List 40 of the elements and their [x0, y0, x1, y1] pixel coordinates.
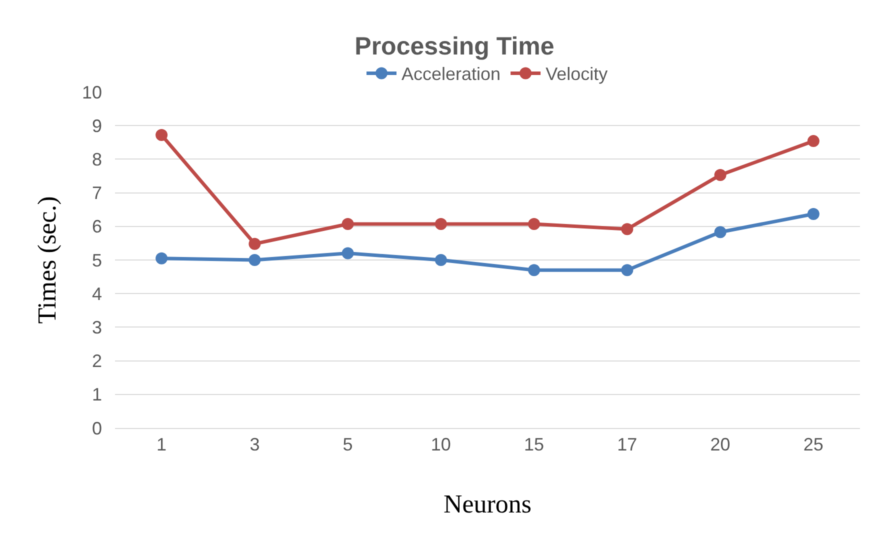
y-tick-label: 6: [92, 216, 102, 237]
y-tick-label: 5: [92, 250, 102, 270]
x-tick-label: 25: [803, 434, 824, 455]
point: [156, 129, 168, 142]
point: [248, 238, 261, 250]
point: [156, 252, 168, 264]
point: [807, 135, 820, 148]
y-tick-label: 3: [92, 318, 102, 338]
x-tick-label: 20: [710, 434, 730, 455]
point: [434, 218, 447, 230]
point: [528, 264, 540, 276]
y-tick-label: 10: [82, 82, 102, 102]
y-tick-label: 4: [92, 284, 102, 304]
point: [714, 226, 726, 238]
y-tick-label: 7: [92, 183, 102, 204]
x-axis-title: Neurons: [443, 489, 532, 518]
point: [248, 254, 261, 266]
x-tick-label: 5: [342, 434, 353, 455]
y-axis-title: Times (sec.): [32, 196, 62, 324]
point: [342, 247, 354, 260]
point: [621, 264, 634, 276]
point: [807, 208, 820, 220]
point: [342, 218, 354, 230]
x-tick-label: 3: [250, 434, 260, 455]
y-tick-label: 1: [92, 384, 102, 405]
y-tick-label: 9: [92, 116, 102, 136]
x-tick-label: 1: [156, 434, 167, 455]
x-tick-label: 10: [430, 434, 451, 455]
point: [621, 223, 634, 236]
point: [528, 218, 540, 230]
legend-label: Velocity: [546, 64, 608, 84]
y-tick-label: 2: [92, 351, 102, 372]
point: [434, 254, 447, 266]
legend-label: Acceleration: [402, 64, 501, 84]
y-tick-label: 8: [92, 150, 102, 170]
y-tick-label: 0: [92, 418, 102, 438]
chart-title: Processing Time: [354, 32, 554, 60]
point: [714, 168, 726, 181]
x-tick-label: 15: [524, 434, 544, 455]
x-tick-label: 17: [617, 434, 638, 455]
